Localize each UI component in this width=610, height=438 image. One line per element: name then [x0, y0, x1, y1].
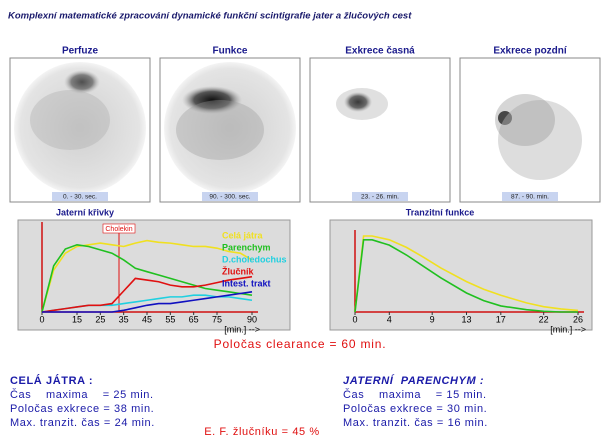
time-badge — [52, 192, 108, 201]
x-tick-label: 65 — [189, 314, 199, 324]
liver-line: Poločas exkrece = 38 min. — [10, 403, 154, 415]
x-tick-label: 25 — [95, 314, 105, 324]
series-line — [42, 291, 253, 313]
ejection-fraction: E. F. žlučníku = 45 % — [204, 426, 320, 438]
image-label: Perfuze — [62, 46, 99, 57]
parenchyma-line: Poločas exkrece = 30 min. — [343, 403, 487, 415]
x-tick-label: 26 — [573, 314, 583, 324]
chart-title: Tranzitní funkce — [406, 207, 475, 217]
x-axis-label: [min.] --> — [224, 324, 260, 334]
x-tick-label: 0 — [352, 314, 357, 324]
time-badge — [202, 192, 258, 201]
chart-title: Jaterní křivky — [56, 207, 114, 217]
annotation-label: Cholekin — [105, 226, 132, 233]
legend-entry: Celá játra — [222, 230, 264, 240]
x-tick-label: 35 — [119, 314, 129, 324]
image-time: 0. - 30. sec. — [63, 194, 97, 201]
x-tick-label: 15 — [72, 314, 82, 324]
liver-line: Čas maxima = 25 min. — [10, 388, 154, 401]
x-tick-label: 9 — [430, 314, 435, 324]
parenchyma-heading: JATERNÍ PARENCHYM : — [343, 374, 484, 387]
x-tick-label: 75 — [212, 314, 222, 324]
x-tick-label: 45 — [142, 314, 152, 324]
liver-line: Max. tranzit. čas = 24 min. — [10, 417, 155, 429]
scan-images — [9, 57, 601, 203]
legend-entry: Parenchym — [222, 242, 271, 252]
x-tick-label: 55 — [165, 314, 175, 324]
x-tick-label: 4 — [387, 314, 392, 324]
series-line — [41, 239, 253, 313]
x-axis-label: [min.] --> — [550, 324, 586, 334]
image-label: Funkce — [212, 46, 247, 57]
liver-heading: CELÁ JÁTRA : — [10, 374, 93, 387]
x-tick-label: 13 — [461, 314, 471, 324]
x-tick-label: 22 — [539, 314, 549, 324]
image-time: 23. - 26. min. — [361, 194, 399, 201]
series-line — [354, 235, 579, 313]
x-tick-label: 0 — [39, 314, 44, 324]
x-tick-label: 90 — [247, 314, 257, 324]
legend-entry: D.choledochus — [222, 254, 287, 264]
parenchyma-line: Max. tranzit. čas = 16 min. — [343, 417, 488, 429]
annotation-box — [102, 223, 136, 234]
time-badge — [352, 192, 408, 201]
series-line — [41, 243, 253, 313]
time-badge — [502, 192, 558, 201]
clearance: Poločas clearance = 60 min. — [214, 337, 387, 351]
report-title: Komplexní matematické zpracování dynamic… — [8, 11, 412, 22]
series-line — [41, 275, 253, 313]
series-line — [354, 239, 578, 313]
x-tick-label: 17 — [496, 314, 506, 324]
image-label: Exkrece časná — [345, 46, 415, 57]
legend-entry: Intest. trakt — [222, 278, 271, 288]
legend-entry: Žlučník — [222, 265, 254, 276]
image-label: Exkrece pozdní — [493, 46, 568, 57]
image-time: 90. - 300. sec. — [209, 194, 250, 201]
image-time: 87. - 90. min. — [511, 194, 549, 201]
parenchyma-line: Čas maxima = 15 min. — [343, 388, 487, 401]
